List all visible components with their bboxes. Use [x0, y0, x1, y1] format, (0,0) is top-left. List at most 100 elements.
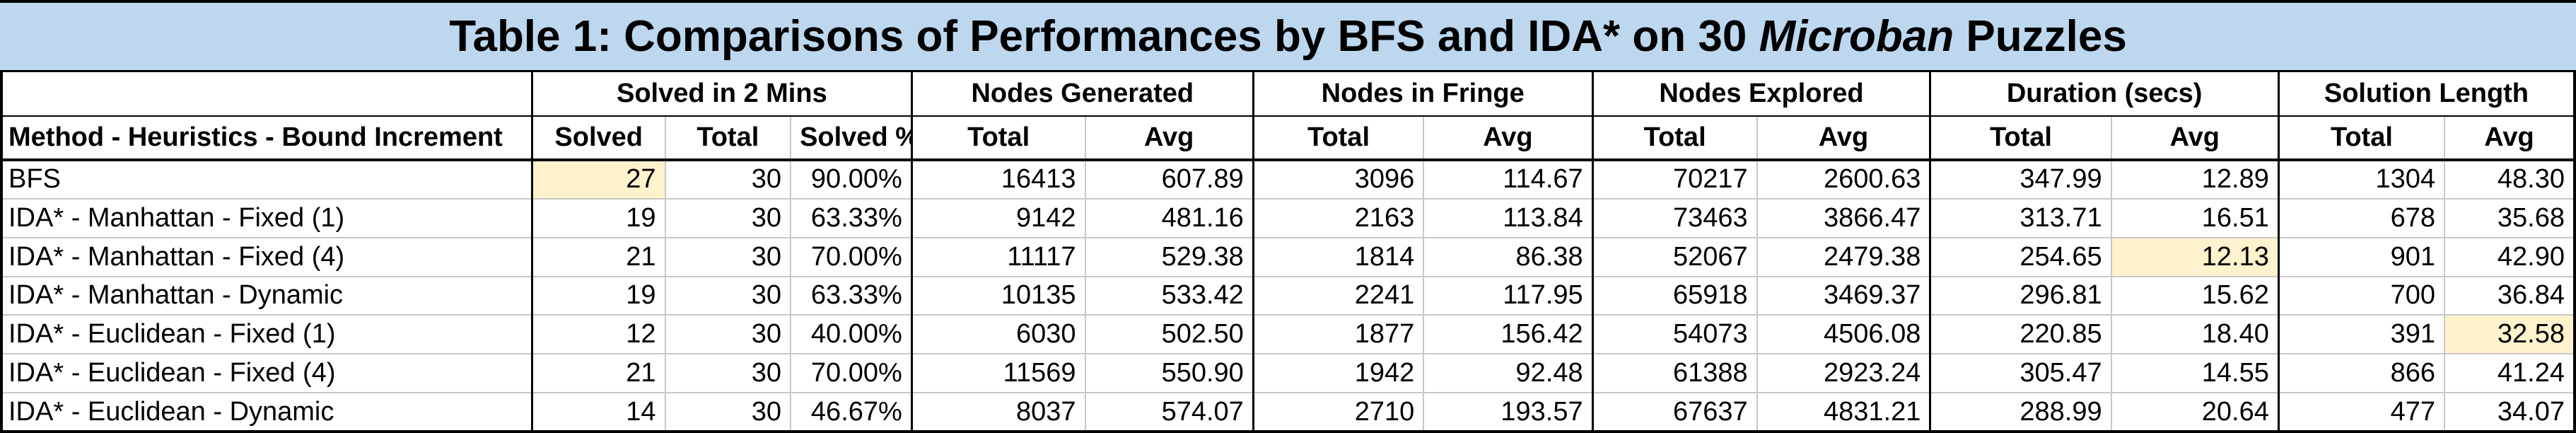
header-blank: [0, 72, 533, 117]
explored-total-cell: 61388: [1592, 354, 1758, 394]
length-avg-cell: 32.58: [2444, 315, 2576, 355]
header-explored-avg: Avg: [1756, 116, 1932, 161]
header-sub-row: Method - Heuristics - Bound Increment So…: [0, 116, 2576, 161]
fringe-avg-cell: 114.67: [1423, 160, 1594, 200]
header-total: Total: [665, 116, 792, 161]
length-avg-cell: 35.68: [2444, 198, 2576, 238]
explored-total-cell: 52067: [1592, 237, 1758, 277]
fringe-total-cell: 2163: [1253, 198, 1425, 238]
explored-avg-cell: 2923.24: [1756, 354, 1932, 394]
fringe-avg-cell: 86.38: [1423, 237, 1594, 277]
method-cell: IDA* - Manhattan - Fixed (4): [0, 237, 533, 277]
fringe-avg-cell: 113.84: [1423, 198, 1594, 238]
total-cell: 30: [665, 315, 792, 355]
duration-total-cell: 313.71: [1930, 198, 2112, 238]
solved-cell: 27: [532, 160, 666, 200]
fringe-total-cell: 1942: [1253, 354, 1425, 394]
fringe-avg-cell: 156.42: [1423, 315, 1594, 355]
total-cell: 30: [665, 160, 792, 200]
duration-total-cell: 296.81: [1930, 276, 2112, 316]
method-cell: IDA* - Manhattan - Fixed (1): [0, 198, 533, 238]
length-avg-cell: 48.30: [2444, 160, 2576, 200]
table-row: IDA* - Euclidean - Fixed (4) 21 30 70.00…: [0, 354, 2576, 394]
header-group-row: Solved in 2 Mins Nodes Generated Nodes i…: [0, 72, 2576, 117]
gen-total-cell: 11117: [911, 237, 1086, 277]
table-row: IDA* - Manhattan - Fixed (1) 19 30 63.33…: [0, 198, 2576, 238]
total-cell: 30: [665, 354, 792, 394]
solved-cell: 19: [532, 276, 666, 316]
total-cell: 30: [665, 237, 792, 277]
solved-cell: 14: [532, 393, 666, 433]
duration-total-cell: 220.85: [1930, 315, 2112, 355]
method-cell: BFS: [0, 160, 533, 200]
explored-total-cell: 54073: [1592, 315, 1758, 355]
solved-cell: 21: [532, 354, 666, 394]
length-total-cell: 391: [2278, 315, 2445, 355]
fringe-avg-cell: 92.48: [1423, 354, 1594, 394]
gen-avg-cell: 607.89: [1085, 160, 1254, 200]
length-total-cell: 1304: [2278, 160, 2445, 200]
gen-total-cell: 8037: [911, 393, 1086, 433]
gen-total-cell: 6030: [911, 315, 1086, 355]
solved-pct-cell: 46.67%: [791, 393, 913, 433]
solved-pct-cell: 40.00%: [791, 315, 913, 355]
explored-total-cell: 65918: [1592, 276, 1758, 316]
total-cell: 30: [665, 393, 792, 433]
length-total-cell: 901: [2278, 237, 2445, 277]
explored-total-cell: 67637: [1592, 393, 1758, 433]
header-fringe-avg: Avg: [1423, 116, 1594, 161]
length-avg-cell: 41.24: [2444, 354, 2576, 394]
total-cell: 30: [665, 198, 792, 238]
gen-total-cell: 11569: [911, 354, 1086, 394]
length-avg-cell: 42.90: [2444, 237, 2576, 277]
table-row: IDA* - Euclidean - Dynamic 14 30 46.67% …: [0, 393, 2576, 433]
solved-cell: 19: [532, 198, 666, 238]
explored-avg-cell: 3866.47: [1756, 198, 1932, 238]
gen-total-cell: 16413: [911, 160, 1086, 200]
header-length-avg: Avg: [2444, 116, 2576, 161]
header-fringe-total: Total: [1253, 116, 1425, 161]
header-group-duration: Duration (secs): [1930, 72, 2280, 117]
fringe-avg-cell: 117.95: [1423, 276, 1594, 316]
length-total-cell: 866: [2278, 354, 2445, 394]
header-gen-avg: Avg: [1085, 116, 1254, 161]
fringe-total-cell: 2241: [1253, 276, 1425, 316]
table-row: IDA* - Manhattan - Fixed (4) 21 30 70.00…: [0, 237, 2576, 277]
header-duration-total: Total: [1930, 116, 2112, 161]
length-avg-cell: 36.84: [2444, 276, 2576, 316]
duration-avg-cell: 18.40: [2111, 315, 2280, 355]
method-cell: IDA* - Euclidean - Fixed (4): [0, 354, 533, 394]
explored-avg-cell: 2600.63: [1756, 160, 1932, 200]
gen-avg-cell: 533.42: [1085, 276, 1254, 316]
header-method: Method - Heuristics - Bound Increment: [0, 116, 533, 161]
length-total-cell: 700: [2278, 276, 2445, 316]
gen-total-cell: 9142: [911, 198, 1086, 238]
gen-avg-cell: 550.90: [1085, 354, 1254, 394]
solved-pct-cell: 63.33%: [791, 276, 913, 316]
table-row: IDA* - Manhattan - Dynamic 19 30 63.33% …: [0, 276, 2576, 316]
gen-avg-cell: 481.16: [1085, 198, 1254, 238]
total-cell: 30: [665, 276, 792, 316]
length-avg-cell: 34.07: [2444, 393, 2576, 433]
solved-pct-cell: 70.00%: [791, 237, 913, 277]
explored-avg-cell: 4506.08: [1756, 315, 1932, 355]
explored-avg-cell: 4831.21: [1756, 393, 1932, 433]
header-solved-pct: Solved %: [791, 116, 913, 161]
duration-avg-cell: 16.51: [2111, 198, 2280, 238]
gen-total-cell: 10135: [911, 276, 1086, 316]
solved-pct-cell: 63.33%: [791, 198, 913, 238]
length-total-cell: 477: [2278, 393, 2445, 433]
header-group-nodes-fringe: Nodes in Fringe: [1253, 72, 1594, 117]
table-title: Table 1: Comparisons of Performances by …: [0, 0, 2576, 72]
method-cell: IDA* - Euclidean - Fixed (1): [0, 315, 533, 355]
header-length-total: Total: [2278, 116, 2445, 161]
length-total-cell: 678: [2278, 198, 2445, 238]
gen-avg-cell: 574.07: [1085, 393, 1254, 433]
table-row: BFS 27 30 90.00% 16413 607.89 3096 114.6…: [0, 160, 2576, 200]
explored-avg-cell: 2479.38: [1756, 237, 1932, 277]
duration-avg-cell: 15.62: [2111, 276, 2280, 316]
header-group-solved: Solved in 2 Mins: [532, 72, 913, 117]
header-group-nodes-explored: Nodes Explored: [1592, 72, 1932, 117]
header-gen-total: Total: [911, 116, 1086, 161]
